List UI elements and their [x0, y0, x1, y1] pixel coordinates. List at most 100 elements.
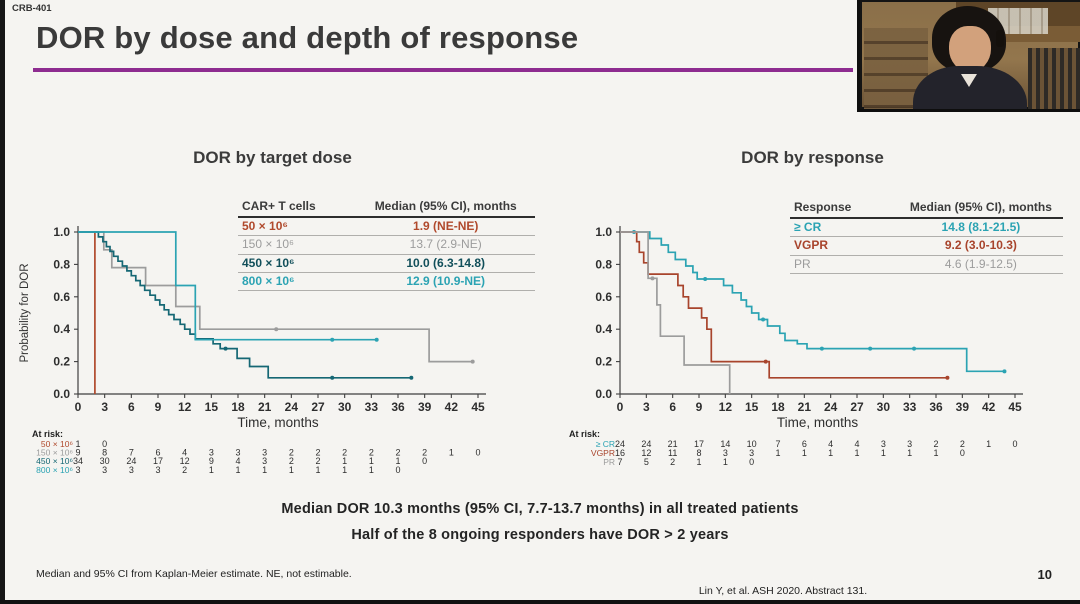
at-risk-value: 2: [369, 448, 374, 458]
y-tick-label: 0.2: [53, 355, 70, 369]
left-km-chart: 0.00.20.40.60.81.00 3 6 9 12 15 18 21 24 27 30 33 36…: [19, 225, 486, 475]
x-tick-label: 18: [231, 400, 245, 414]
at-risk-value: 0: [102, 439, 107, 449]
citation: Lin Y, et al. ASH 2020. Abstract 131.: [698, 585, 868, 597]
x-tick-label: 9: [696, 400, 703, 414]
bookshelf: [1028, 48, 1080, 109]
at-risk-value: 1: [881, 448, 886, 458]
censor-mark: [274, 327, 279, 332]
at-risk-value: 1: [933, 448, 938, 458]
median-table-row: 150 × 10⁶ 13.7 (2.9-NE): [238, 236, 535, 255]
at-risk-value: 1: [723, 457, 728, 467]
x-tick-label: 3: [101, 400, 108, 414]
x-tick-label: 42: [982, 400, 996, 414]
at-risk-value: 0: [960, 448, 965, 458]
median-ci-value: 1.9 (NE-NE): [413, 219, 479, 234]
summary-line-2: Half of the 8 ongoing responders have DO…: [351, 527, 729, 543]
censor-mark: [1002, 369, 1007, 374]
x-tick-label: 27: [311, 400, 325, 414]
x-tick-label: 24: [824, 400, 838, 414]
at-risk-value: 16: [615, 448, 625, 458]
x-tick-label: 36: [929, 400, 943, 414]
x-tick-label: 15: [745, 400, 759, 414]
y-tick-label: 0.4: [595, 322, 612, 336]
x-tick-label: 27: [850, 400, 864, 414]
presenter-headset: [996, 30, 1004, 47]
at-risk-value: 1: [449, 448, 454, 458]
left-edge-bar: [0, 0, 5, 604]
median-ci-value: 14.8 (8.1-21.5): [941, 220, 1021, 235]
at-risk-value: 3: [75, 465, 80, 475]
at-risk-value: 1: [315, 465, 320, 475]
at-risk-row-label: VGPR: [591, 448, 615, 458]
at-risk-value: 6: [155, 448, 160, 458]
at-risk-value: 1: [854, 448, 859, 458]
median-ci-value: 10.0 (6.3-14.8): [406, 255, 486, 270]
at-risk-value: 11: [668, 448, 677, 458]
at-risk-value: 17: [694, 439, 704, 449]
median-ci-value: 12.9 (10.9-NE): [406, 273, 486, 288]
y-tick-label: 1.0: [53, 225, 70, 239]
y-tick-label: 0.2: [595, 355, 612, 369]
x-tick-label: 15: [205, 400, 219, 414]
at-risk-value: 2: [315, 456, 320, 466]
at-risk-value: 12: [641, 448, 651, 458]
km-curve: [620, 231, 948, 379]
at-risk-value: 3: [881, 439, 886, 449]
left-chart-panel: DOR by target dose 0.0 0.2 0.4 0.6 0.8 1.0 0 3 6…: [0, 140, 545, 490]
at-risk-value: 4: [854, 439, 859, 449]
x-tick-label: 36: [391, 400, 405, 414]
at-risk-value: 3: [907, 439, 912, 449]
at-risk-value: 1: [395, 456, 400, 466]
right-chart-panel: DOR by response 0.0 0.2 0.4 0.6 0.8 1.0 0 3 6 9 12…: [545, 140, 1080, 490]
median-ci-value: 4.6 (1.9-12.5): [944, 256, 1017, 271]
censor-mark: [223, 346, 228, 351]
censor-mark: [819, 346, 824, 351]
dose-or-response-label: VGPR: [794, 238, 829, 253]
presenter-face: [949, 26, 991, 72]
at-risk-row-label: ≥ CR: [596, 439, 615, 449]
at-risk-value: 1: [986, 439, 991, 449]
censor-mark: [650, 276, 655, 281]
at-risk-value: 1: [342, 465, 347, 475]
dose-or-response-label: PR: [794, 256, 811, 271]
censor-mark: [470, 359, 475, 364]
km-curve: [620, 231, 1005, 373]
x-tick-label: 45: [1008, 400, 1022, 414]
x-axis-label: Time, months: [237, 415, 319, 430]
right-km-chart: 0.00.20.40.60.81.00 3 6 9 12 15 18 21 24 27 30 33 36…: [569, 225, 1023, 467]
at-risk-value: 2: [933, 439, 938, 449]
at-risk-value: 7: [617, 457, 622, 467]
km-curve: [78, 231, 96, 394]
censor-mark: [912, 346, 917, 351]
at-risk-value: 1: [235, 465, 240, 475]
at-risk-value: 3: [749, 448, 754, 458]
median-table-header-cell: Median (95% CI), months: [374, 199, 517, 213]
median-table-row: 800 × 10⁶ 12.9 (10.9-NE): [238, 273, 535, 291]
y-axis-label: Probability for DOR: [19, 263, 31, 362]
x-tick-label: 9: [155, 400, 162, 414]
at-risk-value: 1: [209, 465, 214, 475]
y-tick-label: 0.6: [53, 290, 70, 304]
at-risk-value: 8: [696, 448, 701, 458]
at-risk-value: 1: [828, 448, 833, 458]
censor-mark: [409, 375, 414, 380]
x-tick-label: 0: [75, 400, 82, 414]
y-tick-label: 0.0: [53, 387, 70, 401]
summary-line-1: Median DOR 10.3 months (95% CI, 7.7-13.7…: [281, 501, 799, 517]
page-number: 10: [1037, 567, 1052, 582]
at-risk-value: 0: [422, 456, 427, 466]
dose-or-response-label: 450 × 10⁶: [242, 255, 295, 270]
slide-title: DOR by dose and depth of response: [36, 20, 579, 55]
at-risk-value: 3: [262, 456, 267, 466]
footnote: Median and 95% CI from Kaplan-Meier esti…: [36, 568, 352, 580]
at-risk-value: 3: [723, 448, 728, 458]
at-risk-value: 1: [369, 465, 374, 475]
median-table-header-cell: CAR+ T cells: [242, 199, 316, 213]
at-risk-value: 24: [641, 439, 651, 449]
at-risk-row-label: 50 × 10⁶: [41, 439, 73, 449]
at-risk-value: 2: [342, 448, 347, 458]
x-tick-label: 30: [338, 400, 352, 414]
y-tick-label: 1.0: [595, 225, 612, 239]
